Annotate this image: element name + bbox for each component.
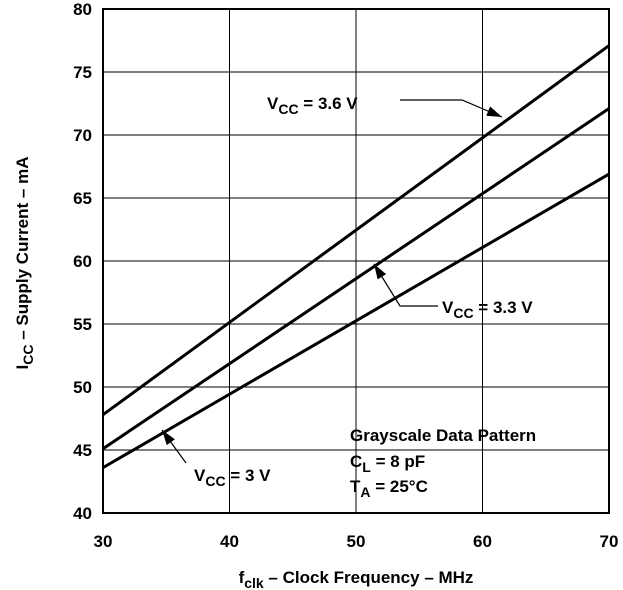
leader-3v6-arrowhead [486, 106, 502, 117]
annotation-load-capacitance: CL = 8 pF [350, 452, 425, 475]
x-tick-label: 60 [473, 532, 492, 551]
series-label-3v: VCC = 3 V [194, 466, 271, 489]
series-lines [102, 44, 610, 469]
y-tick-label: 70 [73, 126, 92, 145]
y-tick-label: 55 [73, 315, 92, 334]
leader-3v-arrowhead [162, 430, 175, 446]
annotation-pattern: Grayscale Data Pattern [350, 426, 536, 445]
series-label-3v6: VCC = 3.6 V [267, 94, 358, 117]
y-tick-label: 50 [73, 378, 92, 397]
y-tick-label: 65 [73, 189, 92, 208]
y-tick-label: 75 [73, 63, 92, 82]
series-line-0 [102, 44, 610, 416]
y-tick-label: 80 [73, 0, 92, 19]
plot-frame [102, 8, 610, 514]
series-line-1 [102, 107, 610, 450]
x-tick-label: 30 [94, 532, 113, 551]
series-label-3v3: VCC = 3.3 V [442, 298, 533, 321]
x-tick-label: 70 [600, 532, 619, 551]
leader-3v3-arrowhead [374, 264, 387, 280]
x-tick-label: 40 [220, 532, 239, 551]
x-tick-label: 50 [347, 532, 366, 551]
x-axis-title: fclk – Clock Frequency – MHz [239, 568, 474, 590]
y-tick-label: 60 [73, 252, 92, 271]
label-leaders [161, 99, 503, 464]
y-axis-title: ICC – Supply Current – mA [13, 157, 36, 370]
leader-3v6-line [400, 99, 503, 118]
y-tick-label: 40 [73, 504, 92, 523]
annotation-temperature: TA = 25°C [350, 477, 428, 500]
leader-3v3-line [373, 263, 438, 307]
y-tick-label: 45 [73, 441, 92, 460]
series-line-2 [102, 172, 610, 469]
